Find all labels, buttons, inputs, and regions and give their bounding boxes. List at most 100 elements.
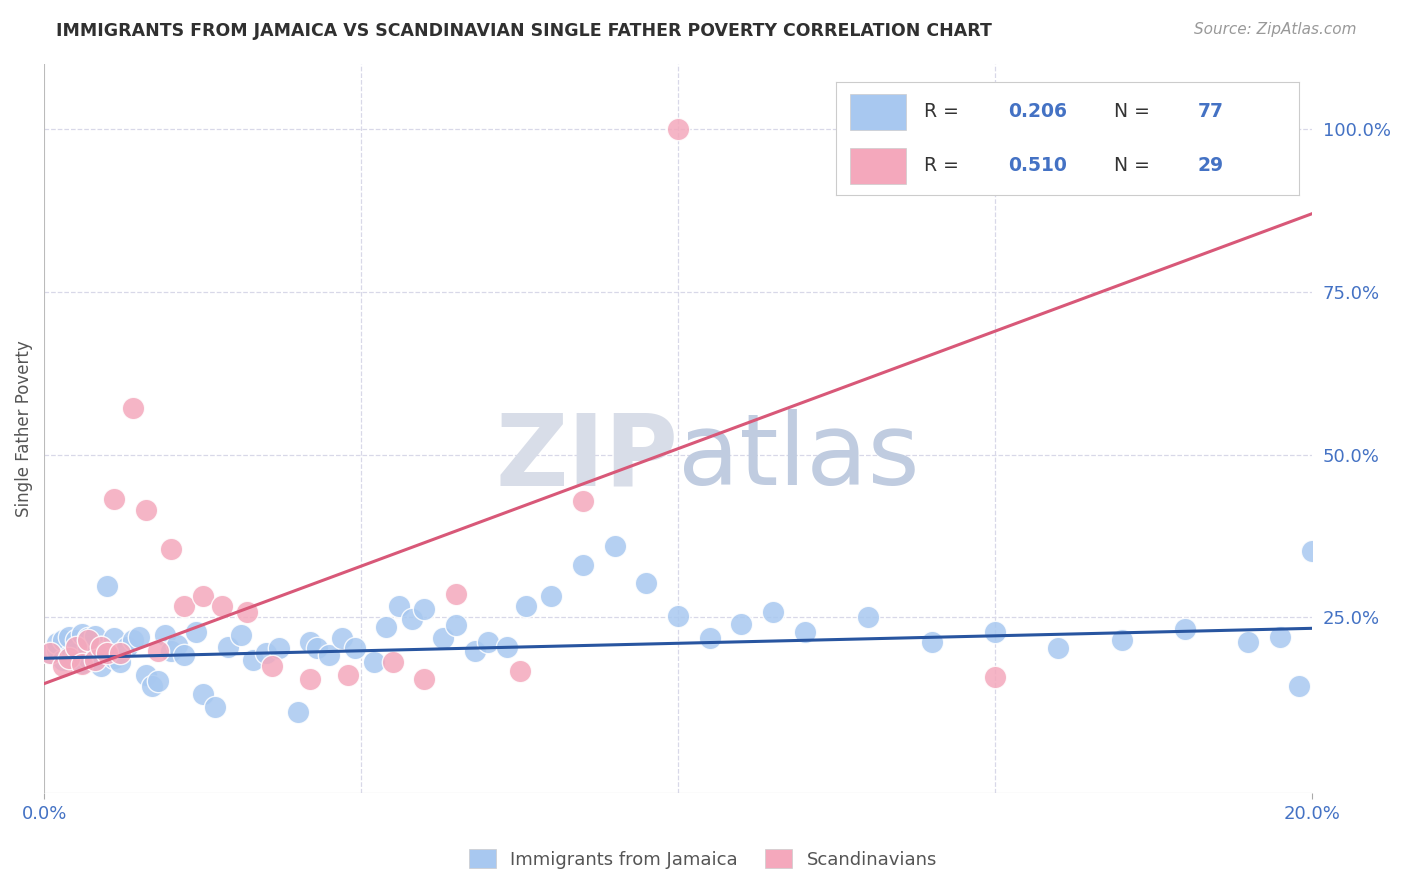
Point (413, 672, 436, 686)
Point (141, 679, 163, 693)
Point (730, 616, 752, 631)
Point (921, 635, 943, 649)
Point (305, 641, 328, 656)
Point (477, 635, 499, 649)
Point (160, 644, 183, 658)
Point (401, 611, 423, 625)
Point (103, 491, 125, 506)
Point (65, 640, 87, 654)
Point (793, 624, 815, 639)
Point (108, 646, 131, 660)
Point (495, 640, 517, 654)
Point (160, 541, 183, 556)
Point (65, 633, 87, 648)
Point (58, 650, 80, 665)
Text: IMMIGRANTS FROM JAMAICA VS SCANDINAVIAN SINGLE FATHER POVERTY CORRELATION CHART: IMMIGRANTS FROM JAMAICA VS SCANDINAVIAN … (56, 22, 993, 40)
Text: atlas: atlas (678, 409, 920, 506)
Point (70, 626, 93, 640)
Point (186, 624, 208, 639)
Point (666, 122, 689, 136)
Text: ZIP: ZIP (495, 409, 678, 506)
Point (153, 628, 176, 642)
Point (762, 605, 785, 619)
Point (229, 628, 252, 642)
Point (211, 599, 233, 613)
Point (464, 644, 486, 658)
Point (121, 633, 143, 648)
Point (267, 641, 290, 656)
Point (191, 687, 214, 701)
Point (388, 599, 411, 613)
Point (103, 631, 125, 645)
Point (217, 640, 239, 654)
Point (432, 631, 454, 645)
Point (45, 636, 67, 650)
Point (242, 652, 264, 666)
Point (96, 644, 118, 658)
Point (444, 618, 467, 632)
Point (70, 656, 93, 670)
Point (96, 579, 118, 593)
Point (115, 640, 138, 654)
Point (173, 648, 195, 662)
Point (191, 590, 214, 604)
Point (90, 659, 112, 673)
Point (70, 657, 93, 672)
Point (984, 624, 1007, 639)
Point (299, 672, 322, 686)
Point (666, 609, 689, 624)
Point (318, 648, 340, 662)
Point (572, 494, 595, 508)
Point (166, 638, 188, 652)
Point (108, 655, 131, 669)
Point (236, 605, 259, 619)
Point (96, 646, 118, 660)
Point (52, 633, 75, 648)
Point (330, 631, 353, 645)
Point (52, 659, 75, 673)
Point (204, 700, 226, 714)
Point (148, 673, 170, 688)
Point (381, 655, 404, 669)
Point (1111, 633, 1133, 648)
Point (77, 640, 100, 654)
Point (699, 631, 721, 645)
Point (856, 610, 879, 624)
Point (58, 649, 80, 664)
Point (1301, 544, 1323, 558)
Point (363, 655, 385, 669)
Point (173, 599, 195, 613)
Point (375, 620, 398, 634)
Point (39, 646, 62, 660)
Point (509, 664, 531, 678)
Point (1288, 679, 1310, 693)
Point (90, 640, 112, 654)
Point (254, 646, 277, 660)
Point (636, 576, 658, 591)
Point (1237, 635, 1260, 649)
Point (287, 705, 309, 719)
Point (58, 630, 80, 644)
Point (39, 646, 62, 660)
Point (77, 631, 100, 645)
Point (90, 640, 112, 654)
Point (1270, 630, 1292, 644)
Point (262, 659, 284, 673)
Y-axis label: Single Father Poverty: Single Father Poverty (15, 340, 32, 516)
Point (1047, 641, 1070, 656)
Point (128, 630, 150, 644)
Point (83, 652, 105, 666)
Point (83, 648, 105, 662)
Point (135, 503, 157, 517)
Point (148, 644, 170, 658)
Point (299, 635, 322, 649)
Point (103, 650, 125, 665)
Point (984, 670, 1007, 684)
Point (83, 629, 105, 643)
Point (572, 558, 595, 573)
Point (65, 646, 87, 660)
Point (52, 652, 75, 666)
Point (135, 667, 157, 681)
Text: Source: ZipAtlas.com: Source: ZipAtlas.com (1194, 22, 1357, 37)
Point (515, 599, 537, 613)
